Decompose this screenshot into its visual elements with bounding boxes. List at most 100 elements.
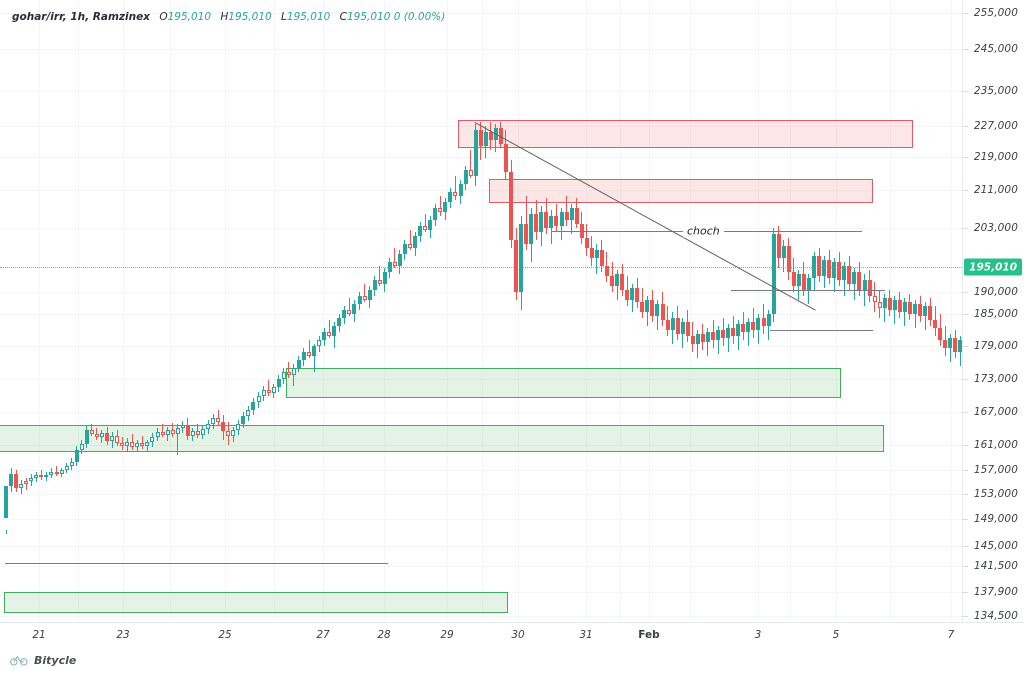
current-price-badge[interactable]: 195,010 [964, 258, 1022, 276]
candlestick[interactable] [175, 0, 180, 622]
candlestick[interactable] [24, 0, 29, 622]
candlestick[interactable] [827, 0, 832, 622]
candlestick[interactable] [670, 0, 675, 622]
candlestick[interactable] [433, 0, 438, 622]
candlestick[interactable] [54, 0, 59, 622]
candlestick[interactable] [746, 0, 751, 622]
candlestick[interactable] [493, 0, 498, 622]
candlestick[interactable] [483, 0, 488, 622]
candlestick[interactable] [402, 0, 407, 622]
candlestick[interactable] [539, 0, 544, 622]
candlestick[interactable] [731, 0, 736, 622]
candlestick[interactable] [625, 0, 630, 622]
candlestick[interactable] [443, 0, 448, 622]
candlestick[interactable] [796, 0, 801, 622]
candlestick[interactable] [791, 0, 796, 622]
candlestick[interactable] [953, 0, 958, 622]
candlestick[interactable] [160, 0, 165, 622]
candlestick[interactable] [872, 0, 877, 622]
candlestick[interactable] [726, 0, 731, 622]
candlestick[interactable] [413, 0, 418, 622]
candlestick[interactable] [271, 0, 276, 622]
candlestick[interactable] [554, 0, 559, 622]
candlestick[interactable] [44, 0, 49, 622]
supply-zone-upper[interactable] [458, 120, 913, 148]
candlestick[interactable] [317, 0, 322, 622]
candlestick[interactable] [882, 0, 887, 622]
candlestick[interactable] [544, 0, 549, 622]
candlestick[interactable] [438, 0, 443, 622]
candlestick[interactable] [165, 0, 170, 622]
candlestick[interactable] [665, 0, 670, 622]
candlestick[interactable] [135, 0, 140, 622]
support-line-183k[interactable] [770, 330, 873, 332]
candlestick[interactable] [261, 0, 266, 622]
candlestick[interactable] [387, 0, 392, 622]
choch-label[interactable]: choch [683, 224, 724, 238]
candlestick[interactable] [478, 0, 483, 622]
candlestick[interactable] [645, 0, 650, 622]
candlestick[interactable] [781, 0, 786, 622]
candlestick[interactable] [392, 0, 397, 622]
candlestick[interactable] [423, 0, 428, 622]
resistance-line-190k[interactable] [731, 290, 885, 292]
candlestick[interactable] [49, 0, 54, 622]
candlestick[interactable] [877, 0, 882, 622]
candlestick[interactable] [852, 0, 857, 622]
supply-zone-lower[interactable] [489, 179, 873, 203]
candlestick[interactable] [226, 0, 231, 622]
candlestick[interactable] [488, 0, 493, 622]
candlestick[interactable] [933, 0, 938, 622]
candlestick[interactable] [509, 0, 513, 622]
candlestick[interactable] [650, 0, 655, 622]
candlestick[interactable] [428, 0, 433, 622]
candlestick[interactable] [503, 0, 508, 622]
candlestick[interactable] [216, 0, 221, 622]
candlestick[interactable] [332, 0, 337, 622]
candlestick[interactable] [19, 0, 24, 622]
candlestick[interactable] [377, 0, 382, 622]
candlestick[interactable] [897, 0, 902, 622]
candlestick[interactable] [372, 0, 377, 622]
candlestick[interactable] [801, 0, 806, 622]
candlestick[interactable] [94, 0, 99, 622]
candlestick[interactable] [842, 0, 847, 622]
candlestick[interactable] [64, 0, 69, 622]
candlestick[interactable] [251, 0, 256, 622]
candlestick[interactable] [291, 0, 296, 622]
candlestick[interactable] [327, 0, 332, 622]
candlestick[interactable] [14, 0, 19, 622]
candlestick[interactable] [857, 0, 862, 622]
candlestick[interactable] [145, 0, 150, 622]
candlestick[interactable] [453, 0, 458, 622]
candlestick[interactable] [892, 0, 897, 622]
candlestick[interactable] [312, 0, 317, 622]
candlestick[interactable] [584, 0, 589, 622]
candlestick[interactable] [458, 0, 463, 622]
candlestick[interactable] [4, 0, 8, 622]
candlestick[interactable] [948, 0, 953, 622]
candlestick[interactable] [140, 0, 145, 622]
candlestick[interactable] [574, 0, 579, 622]
candlestick[interactable] [685, 0, 690, 622]
candlestick[interactable] [231, 0, 236, 622]
candlestick[interactable] [498, 0, 503, 622]
candlestick[interactable] [281, 0, 286, 622]
candlestick[interactable] [559, 0, 564, 622]
candlestick[interactable] [408, 0, 412, 622]
candlestick[interactable] [125, 0, 130, 622]
symbol-label[interactable]: gohar/irr, 1h, Ramzinex [12, 11, 150, 23]
candlestick[interactable] [741, 0, 746, 622]
candlestick[interactable] [34, 0, 39, 622]
candlestick[interactable] [589, 0, 594, 622]
candlestick[interactable] [817, 0, 822, 622]
candlestick[interactable] [761, 0, 766, 622]
candlestick[interactable] [337, 0, 342, 622]
candlestick[interactable] [463, 0, 468, 622]
candlestick[interactable] [569, 0, 574, 622]
candlestick[interactable] [867, 0, 872, 622]
candlestick[interactable] [362, 0, 367, 622]
candlestick[interactable] [221, 0, 226, 622]
candlestick[interactable] [695, 0, 700, 622]
